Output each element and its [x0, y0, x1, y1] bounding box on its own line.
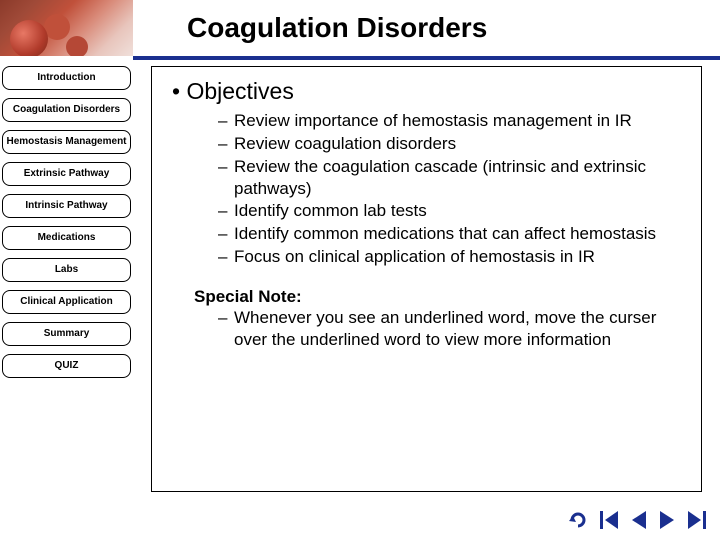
sidebar-item-quiz[interactable]: QUIZ: [2, 354, 131, 378]
list-item: Review the coagulation cascade (intrinsi…: [218, 156, 689, 200]
sidebar-item-medications[interactable]: Medications: [2, 226, 131, 250]
sidebar-item-summary[interactable]: Summary: [2, 322, 131, 346]
next-icon[interactable]: [658, 511, 676, 534]
last-icon[interactable]: [686, 511, 706, 534]
sidebar-item-introduction[interactable]: Introduction: [2, 66, 131, 90]
objectives-list: Review importance of hemostasis manageme…: [218, 110, 689, 267]
special-note-list: Whenever you see an underlined word, mov…: [218, 307, 689, 351]
title-area: Coagulation Disorders: [133, 12, 720, 44]
list-item: Review importance of hemostasis manageme…: [218, 110, 689, 132]
sidebar: Introduction Coagulation Disorders Hemos…: [0, 60, 133, 500]
slide-title: Coagulation Disorders: [187, 12, 720, 44]
prev-icon[interactable]: [630, 511, 648, 534]
sidebar-item-labs[interactable]: Labs: [2, 258, 131, 282]
list-item: Identify common lab tests: [218, 200, 689, 222]
list-item: Review coagulation disorders: [218, 133, 689, 155]
first-icon[interactable]: [600, 511, 620, 534]
content-row: Introduction Coagulation Disorders Hemos…: [0, 60, 720, 500]
content-heading: Objectives: [172, 77, 689, 106]
sidebar-item-hemostasis-management[interactable]: Hemostasis Management: [2, 130, 131, 154]
list-item: Identify common medications that can aff…: [218, 223, 689, 245]
sidebar-item-clinical-application[interactable]: Clinical Application: [2, 290, 131, 314]
content-box: Objectives Review importance of hemostas…: [151, 66, 702, 492]
sidebar-item-coagulation-disorders[interactable]: Coagulation Disorders: [2, 98, 131, 122]
main-content: Objectives Review importance of hemostas…: [133, 60, 720, 500]
sidebar-item-extrinsic-pathway[interactable]: Extrinsic Pathway: [2, 162, 131, 186]
header-image: [0, 0, 133, 56]
special-note-label: Special Note:: [194, 286, 689, 308]
footer-nav: [568, 511, 706, 534]
header-row: Coagulation Disorders: [0, 0, 720, 56]
list-item: Whenever you see an underlined word, mov…: [218, 307, 689, 351]
sidebar-item-intrinsic-pathway[interactable]: Intrinsic Pathway: [2, 194, 131, 218]
return-icon[interactable]: [568, 511, 590, 534]
list-item: Focus on clinical application of hemosta…: [218, 246, 689, 268]
